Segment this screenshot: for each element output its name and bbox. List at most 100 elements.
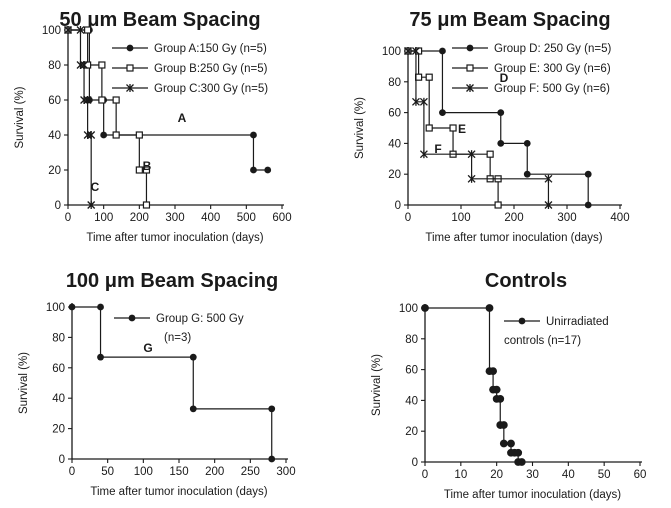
data-point xyxy=(411,47,420,55)
x-axis-label: Time after tumor inoculation (days) xyxy=(86,232,263,244)
y-axis-label: Survival (%) xyxy=(371,354,383,416)
legend-entry: Group E: 300 Gy (n=6) xyxy=(452,63,611,75)
data-point xyxy=(411,97,420,106)
x-tick-label: 400 xyxy=(610,212,629,224)
y-tick-label: 20 xyxy=(48,165,61,177)
data-point xyxy=(189,405,197,413)
data-point xyxy=(76,26,85,34)
legend-label: Group F: 500 Gy (n=6) xyxy=(494,83,610,95)
series-e: E xyxy=(404,47,502,209)
survival-step-line xyxy=(68,29,148,205)
data-point xyxy=(97,353,104,361)
data-point xyxy=(517,458,526,466)
x-tick-label: 200 xyxy=(205,466,224,478)
data-point xyxy=(439,47,446,55)
data-point xyxy=(83,96,92,104)
x-tick-label: 10 xyxy=(454,469,467,481)
legend-marker xyxy=(466,64,474,72)
data-point xyxy=(250,166,257,174)
x-tick-label: 150 xyxy=(169,466,188,478)
series-b: B xyxy=(64,26,152,209)
legend-entry: Group A:150 Gy (n=5) xyxy=(112,43,267,55)
data-point xyxy=(485,304,494,312)
x-tick-label: 600 xyxy=(272,212,291,224)
chart-title-part: Controls xyxy=(485,270,567,292)
curve-label: F xyxy=(434,142,441,156)
legend-entry: Unirradiated controls (n=17) xyxy=(504,316,609,347)
y-tick-label: 60 xyxy=(388,108,401,120)
data-point xyxy=(142,166,151,174)
data-point xyxy=(584,170,592,178)
curve-label: A xyxy=(178,111,187,125)
legend-entry: Group G: 500 Gy (n=3) xyxy=(114,313,244,344)
y-tick-label: 80 xyxy=(52,332,65,344)
legend-marker xyxy=(126,44,134,52)
data-point xyxy=(523,170,531,178)
data-point xyxy=(492,385,501,394)
data-point xyxy=(112,131,120,139)
x-tick-label: 100 xyxy=(451,212,470,224)
y-tick-label: 0 xyxy=(395,200,401,212)
curve-label: B xyxy=(143,159,152,173)
data-point xyxy=(497,109,505,116)
data-point xyxy=(497,140,505,147)
legend-label: (n=3) xyxy=(164,332,191,344)
x-tick-label: 60 xyxy=(634,469,647,481)
chart-title-part: m Beam Spacing xyxy=(99,9,260,31)
data-point xyxy=(499,421,508,429)
x-axis-label: Time after tumor inoculation (days) xyxy=(90,486,267,498)
data-point xyxy=(419,150,428,159)
y-tick-label: 20 xyxy=(388,169,401,181)
chart-title-part: μ xyxy=(437,9,449,31)
survival-step-line xyxy=(72,306,273,459)
chart-panel-1: 50 μm Beam Spacing 0 100 200 300 400 500 600 0 20… xyxy=(14,9,292,244)
data-point xyxy=(544,201,553,209)
legend-entry: Group D: 250 Gy (n=5) xyxy=(452,43,611,55)
data-point xyxy=(514,448,523,457)
chart-title-part: μ xyxy=(87,9,99,31)
data-point xyxy=(87,201,96,209)
data-point xyxy=(264,166,272,174)
series-c: C xyxy=(64,26,100,209)
chart-title: 75 μm Beam Spacing xyxy=(409,9,610,31)
y-tick-label: 40 xyxy=(388,138,401,150)
chart-panel-2: 75 μm Beam Spacing 0 100 200 300 400 0 20 40 60 80… xyxy=(354,9,630,244)
curve-label: G xyxy=(143,341,152,355)
data-point xyxy=(449,124,457,132)
chart-title-part: 50 xyxy=(59,9,87,31)
x-tick-label: 0 xyxy=(422,469,428,481)
x-tick-label: 200 xyxy=(130,212,149,224)
data-point xyxy=(489,367,497,376)
legend-marker xyxy=(466,44,474,52)
legend-label: Group D: 250 Gy (n=5) xyxy=(494,43,611,55)
data-point xyxy=(112,96,120,104)
x-tick-label: 300 xyxy=(276,466,295,478)
y-axis-label: Survival (%) xyxy=(18,352,30,414)
data-point xyxy=(135,166,143,174)
data-point xyxy=(97,303,104,311)
data-point xyxy=(421,304,429,312)
data-point xyxy=(419,97,428,106)
data-point xyxy=(98,61,106,69)
data-point xyxy=(98,96,106,104)
chart-title: 100 μm Beam Spacing xyxy=(66,270,278,292)
curve-label: D xyxy=(500,71,509,85)
data-point xyxy=(84,26,92,34)
y-tick-label: 60 xyxy=(52,363,65,375)
data-point xyxy=(268,455,276,463)
legend-entry: Group C:300 Gy (n=5) xyxy=(112,83,268,95)
x-axis-label: Time after tumor inoculation (days) xyxy=(425,232,602,244)
data-point xyxy=(486,150,494,158)
series-f: F xyxy=(404,47,553,209)
x-tick-label: 0 xyxy=(69,466,75,478)
data-point xyxy=(64,26,72,34)
chart-title-part: μ xyxy=(105,270,117,292)
y-tick-label: 0 xyxy=(412,457,418,469)
data-point xyxy=(425,73,433,81)
legend-marker xyxy=(126,84,134,92)
data-point xyxy=(507,439,515,448)
survival-step-line xyxy=(68,29,268,171)
x-tick-label: 500 xyxy=(237,212,256,224)
data-point xyxy=(523,140,531,147)
